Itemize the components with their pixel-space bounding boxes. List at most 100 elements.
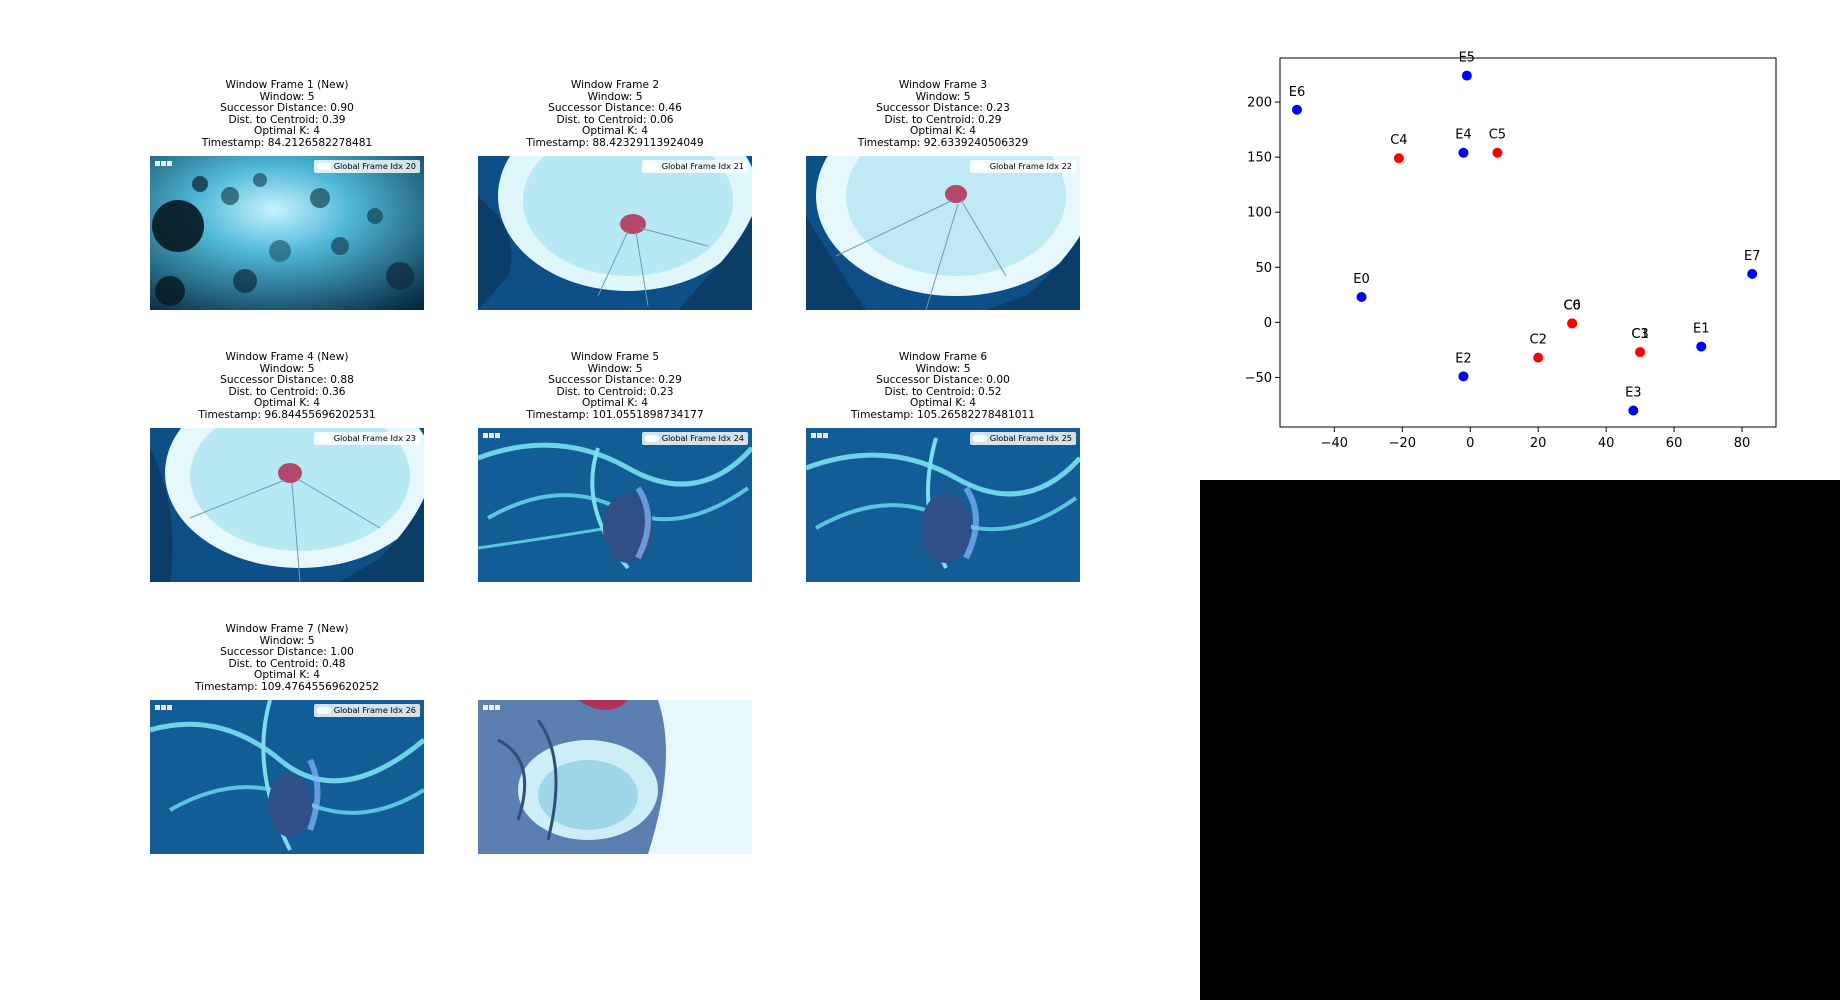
window-frame-4: Window Frame 4 (New) Window: 5 Successor… — [150, 351, 424, 422]
frame-window: Window: 5 — [587, 362, 643, 375]
frame-optimal-k: Optimal K: 4 — [582, 125, 648, 138]
frame-title-block: Window Frame 1 (New) Window: 5 Successor… — [130, 79, 444, 150]
x-tick-label: 0 — [1466, 436, 1474, 451]
frame-centroid-distance: Dist. to Centroid: 0.48 — [228, 657, 346, 670]
frame-title-block: Window Frame 5 Window: 5 Successor Dista… — [458, 351, 772, 422]
point-c3 — [1635, 347, 1646, 358]
jellyfish-closeup-icon — [478, 700, 752, 854]
frame-thumbnail-5: Global Frame Idx 24 — [478, 428, 752, 582]
frame-title: Window Frame 6 — [898, 351, 988, 363]
frame-thumbnail-3: Global Frame Idx 22 — [806, 156, 1080, 310]
frame-timestamp: Timestamp: 101.0551898734177 — [526, 408, 704, 421]
window-frame-5: Window Frame 5 Window: 5 Successor Dista… — [478, 351, 752, 422]
frame-successor-distance: Successor Distance: 0.90 — [220, 102, 354, 115]
point-label-e1: E1 — [1693, 322, 1710, 337]
tentacles-icon — [150, 700, 424, 854]
frame-index-label: Global Frame Idx 20 — [313, 160, 420, 173]
frame-centroid-distance: Dist. to Centroid: 0.23 — [556, 385, 674, 398]
x-tick-label: −20 — [1389, 436, 1416, 451]
frame-timestamp: Timestamp: 109.47645569620252 — [194, 680, 380, 693]
frame-thumbnail-2: Global Frame Idx 21 — [478, 156, 752, 310]
point-label-c3: C3 — [1631, 327, 1648, 342]
point-label-c0: C0 — [1563, 298, 1580, 313]
frame-window: Window: 5 — [259, 90, 315, 103]
frame-centroid-distance: Dist. to Centroid: 0.52 — [884, 385, 1002, 398]
x-tick-label: 20 — [1530, 436, 1547, 451]
tentacles-icon — [478, 428, 752, 582]
frame-thumbnail-8 — [478, 700, 752, 854]
point-c4 — [1393, 153, 1404, 164]
frame-window: Window: 5 — [259, 634, 315, 647]
point-label-c4: C4 — [1390, 133, 1407, 148]
x-tick-label: 80 — [1734, 436, 1751, 451]
point-c6 — [1567, 318, 1578, 329]
frame-thumbnail-4: Global Frame Idx 23 — [150, 428, 424, 582]
frame-successor-distance: Successor Distance: 0.00 — [876, 374, 1010, 387]
point-label-c5: C5 — [1489, 128, 1506, 143]
frame-centroid-distance: Dist. to Centroid: 0.29 — [884, 113, 1002, 126]
frame-index-label: Global Frame Idx 26 — [313, 704, 420, 717]
frame-window: Window: 5 — [915, 90, 971, 103]
point-label-e2: E2 — [1455, 351, 1472, 366]
frame-thumbnail-1: Global Frame Idx 20 — [150, 156, 424, 310]
y-tick-label: −50 — [1245, 371, 1272, 386]
frame-successor-distance: Successor Distance: 0.88 — [220, 374, 354, 387]
frame-thumbnail-7: Global Frame Idx 26 — [150, 700, 424, 854]
scatter-points: E0 E1 E2 E3 E4 E5 E6 E7 C0 C1 C2 C3 C4 C5 C6 — [1289, 51, 1761, 416]
window-frame-6: Window Frame 6 Window: 5 Successor Dista… — [806, 351, 1080, 422]
point-label-e6: E6 — [1289, 85, 1306, 100]
y-axis-ticks: −50 0 50 100 150 200 — [1245, 96, 1280, 386]
point-e5 — [1461, 70, 1472, 81]
frame-index-label: Global Frame Idx 24 — [641, 432, 748, 445]
point-label-c6: C6 — [1563, 298, 1580, 313]
y-tick-label: 150 — [1247, 151, 1272, 166]
x-tick-label: 60 — [1666, 436, 1683, 451]
x-axis-ticks: −40 −20 0 20 40 60 80 — [1321, 427, 1751, 451]
frame-centroid-distance: Dist. to Centroid: 0.06 — [556, 113, 674, 126]
bbc-logo-icon — [155, 705, 172, 710]
point-c5 — [1492, 147, 1503, 158]
point-label-e7: E7 — [1744, 249, 1761, 264]
frame-window: Window: 5 — [915, 362, 971, 375]
jellyfish-swarm-icon — [150, 156, 424, 310]
frame-successor-distance: Successor Distance: 0.23 — [876, 102, 1010, 115]
frame-title: Window Frame 4 (New) — [225, 351, 349, 363]
frame-thumbnail-6: Global Frame Idx 25 — [806, 428, 1080, 582]
point-label-e4: E4 — [1455, 128, 1472, 143]
point-e7 — [1747, 268, 1758, 279]
jellyfish-surface-icon — [150, 428, 424, 582]
frame-title: Window Frame 1 (New) — [225, 79, 349, 91]
point-e2 — [1458, 371, 1469, 382]
frame-timestamp: Timestamp: 84.2126582278481 — [201, 136, 373, 149]
window-frame-1: Window Frame 1 (New) Window: 5 Successor… — [150, 79, 424, 150]
jellyfish-surface-icon — [478, 156, 752, 310]
window-frame-3: Window Frame 3 Window: 5 Successor Dista… — [806, 79, 1080, 150]
frame-successor-distance: Successor Distance: 1.00 — [220, 646, 354, 659]
frame-optimal-k: Optimal K: 4 — [910, 125, 976, 138]
y-tick-label: 50 — [1255, 261, 1272, 276]
window-frame-7: Window Frame 7 (New) Window: 5 Successor… — [150, 623, 424, 694]
frame-index-label: Global Frame Idx 22 — [969, 160, 1076, 173]
plot-area — [1279, 57, 1777, 428]
frame-centroid-distance: Dist. to Centroid: 0.36 — [228, 385, 346, 398]
frame-index-label: Global Frame Idx 21 — [641, 160, 748, 173]
frame-title: Window Frame 7 (New) — [225, 623, 349, 635]
frame-successor-distance: Successor Distance: 0.29 — [548, 374, 682, 387]
point-label-e0: E0 — [1353, 272, 1370, 287]
bbc-logo-icon — [483, 433, 500, 438]
bbc-logo-icon — [811, 433, 828, 438]
frame-title-block: Window Frame 4 (New) Window: 5 Successor… — [130, 351, 444, 422]
point-e3 — [1628, 405, 1639, 416]
point-label-e5: E5 — [1459, 51, 1476, 66]
x-tick-label: 40 — [1598, 436, 1615, 451]
y-tick-label: 0 — [1264, 316, 1272, 331]
jellyfish-surface-icon — [806, 156, 1080, 310]
bbc-logo-icon — [483, 705, 500, 710]
point-e0 — [1356, 292, 1367, 303]
point-c2 — [1533, 352, 1544, 363]
black-panel — [1200, 480, 1840, 1000]
frame-index-label: Global Frame Idx 25 — [969, 432, 1076, 445]
window-frame-2: Window Frame 2 Window: 5 Successor Dista… — [478, 79, 752, 150]
window-frames-grid: Window Frame 1 (New) Window: 5 Successor… — [150, 79, 1080, 854]
frame-title-block: Window Frame 6 Window: 5 Successor Dista… — [786, 351, 1100, 422]
